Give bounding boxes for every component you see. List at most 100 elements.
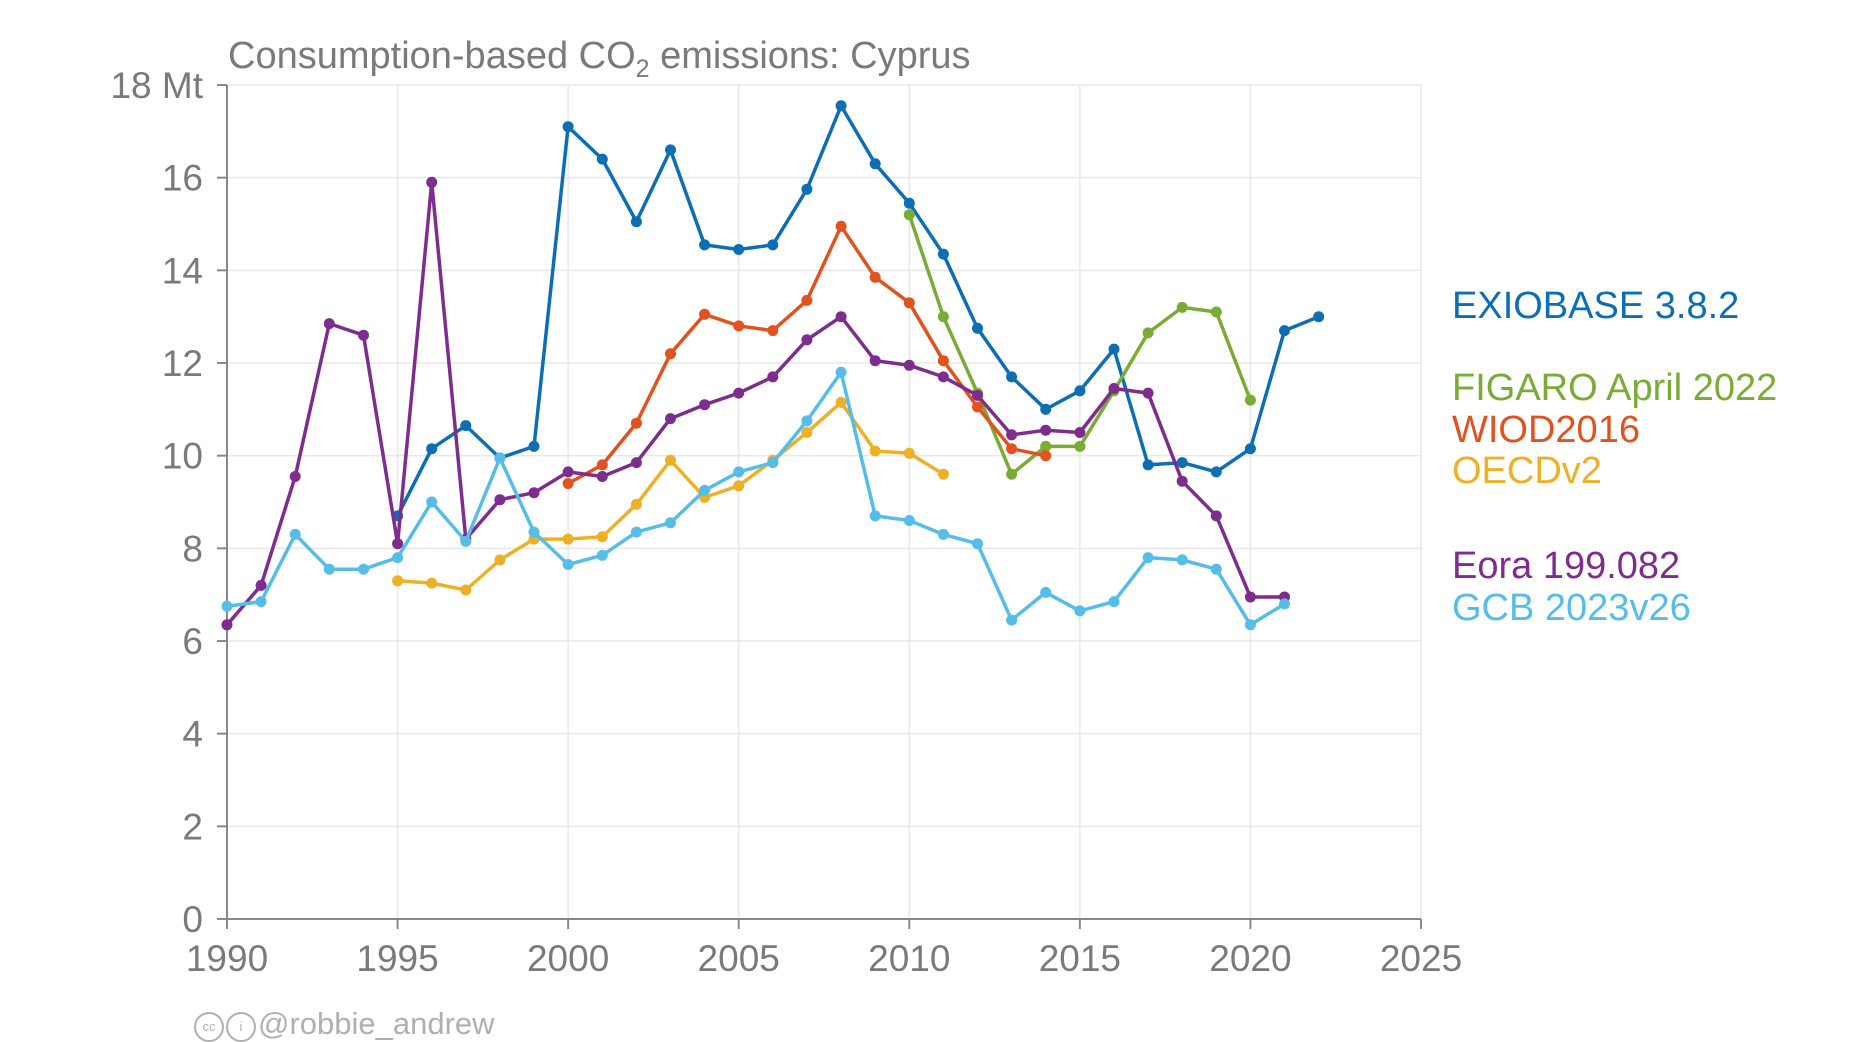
data-point [972, 538, 983, 550]
data-point [767, 371, 779, 383]
x-tick-label: 2005 [698, 938, 780, 979]
data-point [733, 244, 745, 255]
data-point [937, 248, 949, 260]
data-point [733, 320, 745, 332]
grid [227, 84, 1422, 919]
data-point [1176, 554, 1188, 566]
data-point [903, 359, 915, 371]
data-point [733, 466, 745, 478]
data-point [426, 496, 438, 508]
data-point [903, 515, 915, 526]
data-point [562, 121, 574, 133]
chart-title-prefix: Consumption-based CO [228, 35, 636, 77]
x-tick-label: 1990 [186, 938, 268, 979]
legend-item: EXIOBASE 3.8.2 [1452, 285, 1739, 327]
data-point [665, 413, 676, 425]
data-point [835, 366, 847, 378]
data-point [1244, 443, 1256, 455]
data-point [426, 176, 438, 188]
data-point [972, 389, 983, 401]
series-gcb-2023v26 [221, 366, 1290, 631]
series-eora-199-082 [221, 176, 1290, 631]
x-tick-label: 2020 [1209, 938, 1291, 979]
data-point [1210, 563, 1222, 575]
data-point [801, 334, 813, 346]
series-oecdv2 [392, 396, 949, 596]
data-point [1074, 385, 1086, 397]
data-point [1040, 586, 1052, 598]
legend-item: FIGARO April 2022 [1452, 367, 1777, 409]
y-tick-label: 16 [162, 158, 203, 199]
data-point [460, 420, 472, 432]
data-point [767, 239, 779, 251]
x-tick-label: 2015 [1039, 938, 1121, 979]
data-point [1244, 619, 1256, 631]
data-point [1210, 510, 1222, 522]
data-point [972, 322, 983, 334]
data-point [1176, 301, 1188, 313]
legend-item: OECDv2 [1452, 450, 1602, 492]
data-point [665, 144, 676, 156]
series-line [225, 370, 1287, 627]
data-point [528, 487, 540, 499]
data-point [733, 480, 745, 492]
data-point [937, 311, 949, 323]
data-point [426, 577, 438, 589]
data-point [937, 468, 949, 480]
data-point [869, 271, 881, 283]
data-point [767, 325, 779, 337]
credit: cc i @robbie_andrew [194, 1006, 495, 1042]
data-point [596, 549, 608, 561]
data-point [630, 417, 642, 429]
data-point [665, 348, 676, 360]
data-point [869, 445, 881, 457]
data-point [1006, 443, 1018, 455]
data-point [699, 308, 711, 320]
data-point [221, 619, 233, 631]
data-point [801, 183, 813, 195]
data-point [323, 563, 335, 575]
data-point [358, 563, 369, 575]
data-point [869, 158, 881, 170]
axes: 0 2 4 6 8 10 12 14 16 18 Mt 1990 1995 2000 2005 2010 20… [110, 65, 1462, 979]
data-point [1006, 614, 1018, 626]
data-point [494, 452, 506, 464]
data-point [767, 457, 779, 469]
series-layer [221, 100, 1325, 631]
data-point [835, 220, 847, 232]
data-point [665, 517, 676, 529]
data-point [1040, 450, 1052, 462]
data-point [1210, 306, 1222, 318]
data-point [494, 554, 506, 566]
data-point [392, 538, 404, 550]
credit-handle: @robbie_andrew [258, 1006, 495, 1041]
series-line [395, 104, 1321, 518]
data-point [699, 484, 711, 496]
y-tick-label: 12 [162, 343, 203, 384]
series-line [395, 400, 946, 592]
legend-item: Eora 199.082 [1452, 545, 1680, 587]
data-point [323, 318, 335, 330]
x-tick-label: 2010 [868, 938, 950, 979]
data-point [358, 329, 369, 341]
data-point [1040, 424, 1052, 436]
data-point [1279, 598, 1290, 610]
data-point [972, 401, 983, 413]
x-tick-label: 1995 [356, 938, 438, 979]
data-point [460, 584, 472, 596]
data-point [1142, 459, 1154, 471]
data-point [801, 415, 813, 427]
data-point [1040, 403, 1052, 415]
data-point [255, 596, 267, 608]
legend-item: GCB 2023v26 [1452, 587, 1691, 629]
data-point [937, 355, 949, 367]
y-tick-label: 10 [162, 436, 203, 477]
data-point [1006, 371, 1018, 383]
data-point [1176, 457, 1188, 469]
data-point [289, 471, 301, 482]
data-point [392, 552, 404, 564]
data-point [562, 478, 574, 489]
data-point [1244, 394, 1256, 406]
data-point [835, 100, 847, 112]
